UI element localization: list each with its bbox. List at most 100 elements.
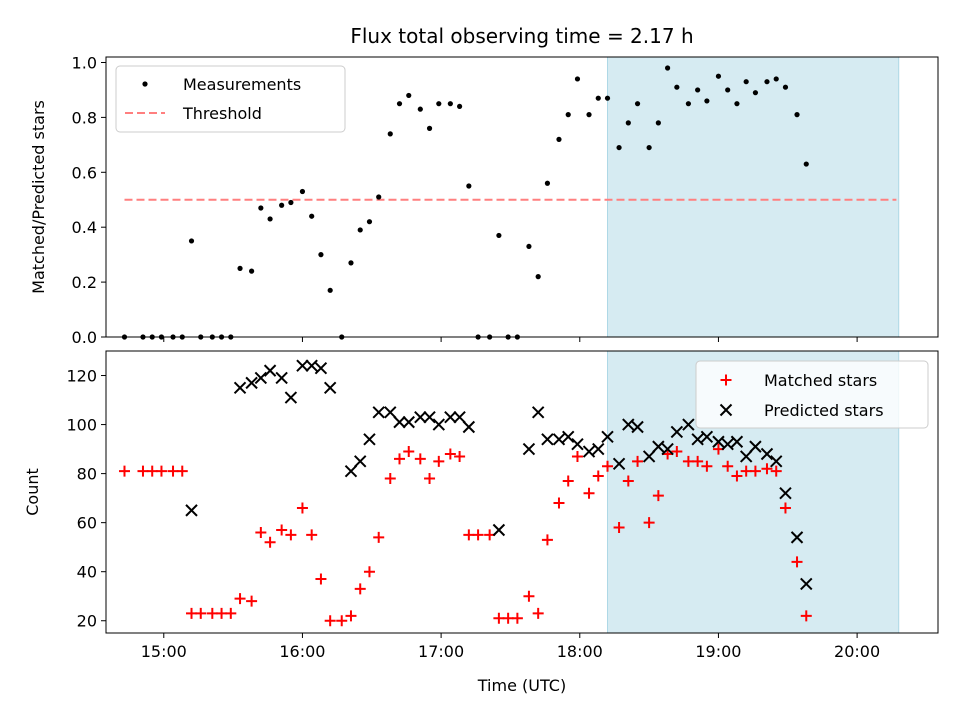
top-point-0-31 — [436, 101, 442, 107]
top-point-0-64 — [764, 79, 770, 85]
bottom-point-0-64 — [761, 463, 773, 475]
bottom-point-0-40 — [523, 590, 535, 602]
bottom-point-0-1 — [137, 465, 149, 477]
bottom-point-0-29 — [414, 453, 426, 465]
bottom-point-1-11 — [344, 464, 358, 478]
x-axis-label: Time (UTC) — [477, 676, 566, 695]
bottom-point-0-45 — [571, 450, 583, 462]
top-point-0-53 — [655, 120, 661, 126]
x-tick-label-5: 20:00 — [834, 642, 880, 661]
bottom-point-1-29 — [562, 430, 575, 444]
bottom-point-0-65 — [770, 465, 782, 477]
legend-matched-marker — [720, 374, 732, 386]
bottom-point-0-21 — [336, 615, 348, 627]
bottom-point-1-28 — [552, 433, 566, 446]
bottom-point-0-4 — [167, 465, 179, 477]
legend-predicted-label: Predicted stars — [764, 401, 884, 420]
bottom-point-1-26 — [531, 406, 545, 419]
legend-threshold-label: Threshold — [182, 104, 262, 123]
top-point-0-12 — [249, 268, 255, 274]
top-point-0-30 — [426, 125, 433, 131]
bottom-point-1-30 — [571, 437, 584, 451]
bottom-point-0-39 — [511, 612, 523, 624]
x-tick-label-2: 17:00 — [418, 642, 464, 661]
bottom-point-0-51 — [632, 455, 644, 467]
legend-predicted-marker — [719, 403, 733, 417]
bottom-point-1-17 — [402, 415, 415, 429]
bottom-point-1-13 — [363, 433, 376, 446]
bottom-point-1-46 — [730, 435, 744, 448]
top-y-tick-label-3: 0.6 — [72, 163, 97, 182]
bottom-point-1-34 — [612, 457, 626, 471]
top-point-0-19 — [318, 252, 324, 258]
bottom-point-1-35 — [622, 418, 635, 431]
bottom-point-0-52 — [643, 517, 655, 529]
bottom-point-1-45 — [721, 437, 734, 451]
top-point-0-24 — [366, 219, 373, 225]
bottom-panel: 20 40 60 80 100 120 15:00 16:00 17:00 18:00 19:00 2… — [23, 350, 939, 661]
top-point-0-49 — [616, 144, 622, 151]
bottom-point-1-31 — [582, 445, 596, 458]
top-point-0-59 — [715, 73, 722, 79]
top-point-0-47 — [595, 95, 601, 101]
bottom-point-1-16 — [393, 415, 406, 429]
bottom-point-0-3 — [155, 465, 167, 477]
bottom-point-0-12 — [246, 595, 258, 607]
top-y-tick-label-1: 0.2 — [72, 273, 97, 292]
top-point-0-17 — [299, 188, 306, 195]
top-frame — [105, 56, 939, 338]
legend-measurements-label: Measurements — [183, 75, 301, 94]
legend-measurements-marker — [142, 81, 148, 87]
top-point-0-52 — [646, 144, 652, 151]
bottom-point-0-9 — [216, 607, 228, 619]
top-point-0-40 — [526, 243, 532, 250]
bottom-point-0-13 — [255, 526, 267, 538]
bottom-point-0-58 — [701, 460, 713, 472]
top-point-0-18 — [309, 213, 315, 219]
top-point-0-13 — [258, 205, 264, 211]
bottom-point-0-49 — [613, 522, 625, 534]
bottom-point-1-51 — [779, 487, 792, 500]
bottom-point-0-26 — [384, 473, 396, 485]
top-point-0-14 — [267, 216, 273, 222]
bottom-point-0-37 — [493, 612, 505, 624]
top-legend: Measurements Threshold — [115, 65, 346, 133]
bottom-point-0-53 — [652, 490, 664, 502]
bottom-point-0-46 — [583, 487, 595, 499]
bottom-point-1-1 — [233, 381, 247, 394]
bottom-point-0-48 — [602, 460, 614, 472]
bottom-y-tick-label-0: 20 — [77, 612, 97, 631]
x-tick-label-0: 15:00 — [141, 642, 187, 661]
bottom-y-tick-label-1: 40 — [77, 563, 97, 582]
bottom-legend-box — [695, 360, 929, 429]
top-point-0-43 — [556, 136, 562, 142]
bottom-y-axis-label: Count — [23, 468, 42, 516]
bottom-point-0-43 — [553, 497, 565, 509]
bottom-point-1-10 — [323, 381, 337, 394]
bottom-point-0-16 — [285, 529, 297, 541]
top-y-tick-label-2: 0.4 — [72, 218, 97, 237]
bottom-point-1-8 — [305, 359, 318, 372]
bottom-point-1-6 — [284, 391, 298, 404]
top-point-0-23 — [357, 227, 363, 233]
bottom-point-1-43 — [700, 430, 714, 444]
top-y-tick-label-0: 0.0 — [72, 328, 97, 347]
top-point-0-57 — [695, 87, 701, 93]
top-point-0-26 — [387, 131, 393, 137]
bottom-point-1-23 — [462, 420, 476, 434]
bottom-point-0-15 — [276, 524, 288, 536]
bottom-point-1-15 — [384, 406, 397, 419]
top-y-tick-label-4: 0.8 — [72, 108, 97, 127]
top-point-0-58 — [704, 98, 710, 104]
bottom-point-0-44 — [562, 475, 574, 487]
bottom-point-1-47 — [739, 450, 753, 463]
top-point-0-33 — [457, 103, 463, 110]
bottom-point-0-55 — [671, 446, 683, 458]
bottom-point-1-49 — [760, 447, 774, 461]
bottom-point-0-28 — [403, 446, 415, 458]
bottom-point-0-42 — [541, 534, 553, 546]
top-point-0-16 — [288, 199, 294, 206]
top-point-0-50 — [625, 120, 631, 126]
x-tick-label-1: 16:00 — [279, 642, 325, 661]
figure-title: Flux total observing time = 2.17 h — [350, 24, 693, 48]
